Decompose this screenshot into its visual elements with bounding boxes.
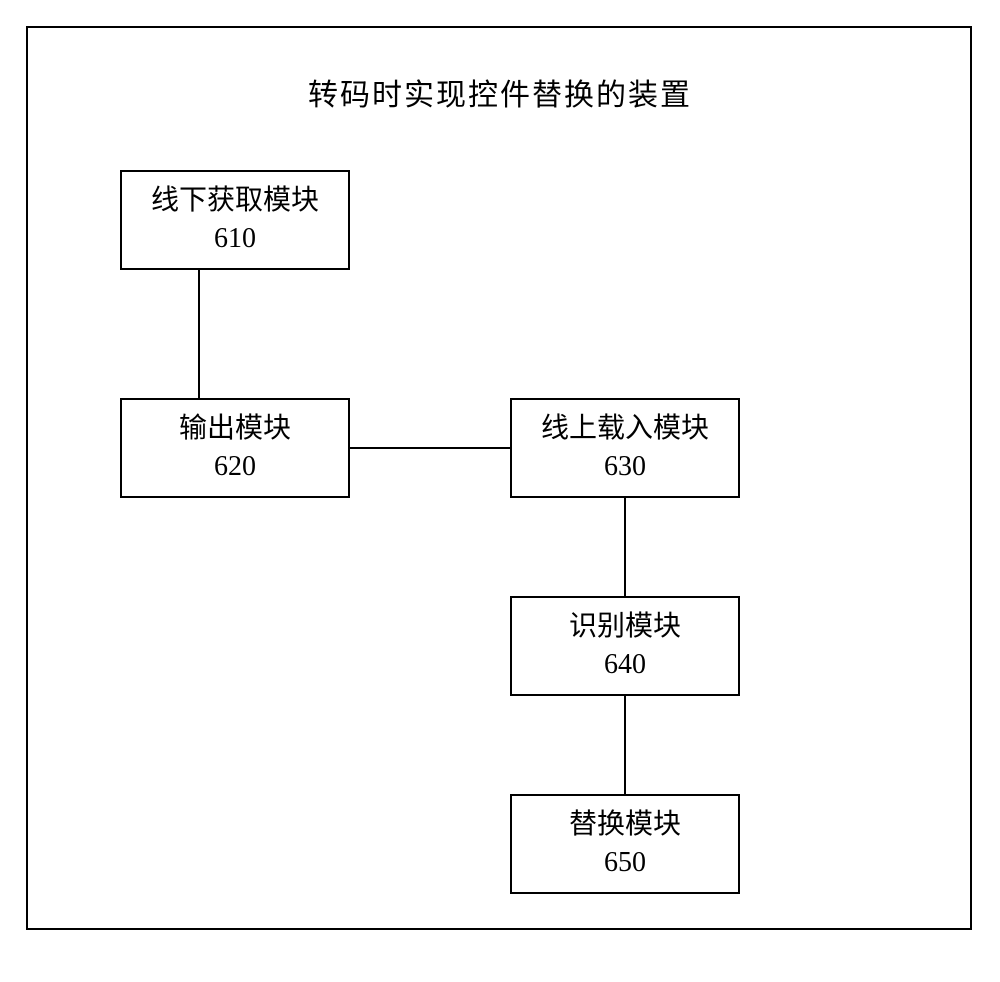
node-online-loading-module: 线上载入模块 630 [510, 398, 740, 498]
node-label: 识别模块 [569, 608, 681, 646]
edge-610-620 [198, 270, 200, 398]
node-label: 线下获取模块 [151, 182, 319, 220]
diagram-canvas: 转码时实现控件替换的装置 线下获取模块 610 输出模块 620 线上载入模块 … [0, 0, 1000, 982]
edge-630-640 [624, 498, 626, 596]
node-code: 640 [604, 646, 646, 684]
node-replacement-module: 替换模块 650 [510, 794, 740, 894]
node-code: 620 [214, 448, 256, 486]
node-recognition-module: 识别模块 640 [510, 596, 740, 696]
edge-620-630 [350, 447, 510, 449]
node-code: 650 [604, 844, 646, 882]
node-offline-acquisition-module: 线下获取模块 610 [120, 170, 350, 270]
node-label: 替换模块 [569, 806, 681, 844]
edge-640-650 [624, 696, 626, 794]
node-label: 线上载入模块 [541, 410, 709, 448]
node-label: 输出模块 [179, 410, 291, 448]
diagram-title: 转码时实现控件替换的装置 [300, 70, 700, 114]
node-code: 630 [604, 448, 646, 486]
node-output-module: 输出模块 620 [120, 398, 350, 498]
node-code: 610 [214, 220, 256, 258]
